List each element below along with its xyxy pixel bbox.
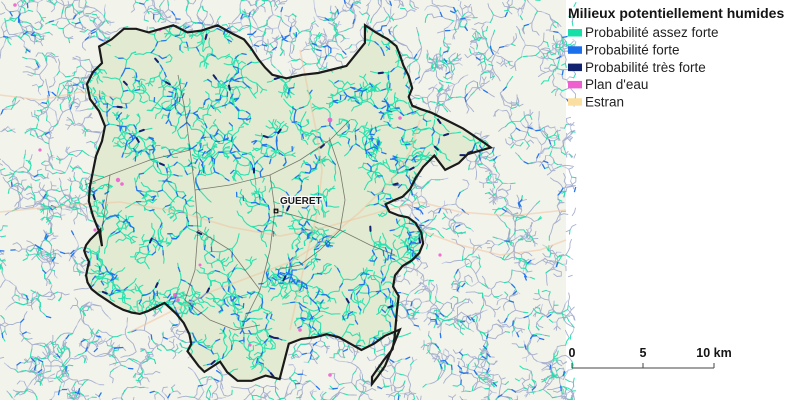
svg-text:GUERET: GUERET [280, 196, 322, 207]
svg-text:0: 0 [569, 346, 576, 360]
svg-text:10 km: 10 km [696, 346, 731, 360]
svg-text:Plan d'eau: Plan d'eau [585, 77, 648, 92]
svg-text:Probabilité très forte: Probabilité très forte [585, 60, 706, 75]
svg-text:Probabilité assez forte: Probabilité assez forte [585, 25, 719, 40]
svg-text:Milieux potentiellement humide: Milieux potentiellement humides [568, 5, 784, 21]
svg-text:Estran: Estran [585, 94, 624, 109]
svg-text:5: 5 [640, 346, 647, 360]
svg-text:Probabilité forte: Probabilité forte [585, 43, 680, 58]
